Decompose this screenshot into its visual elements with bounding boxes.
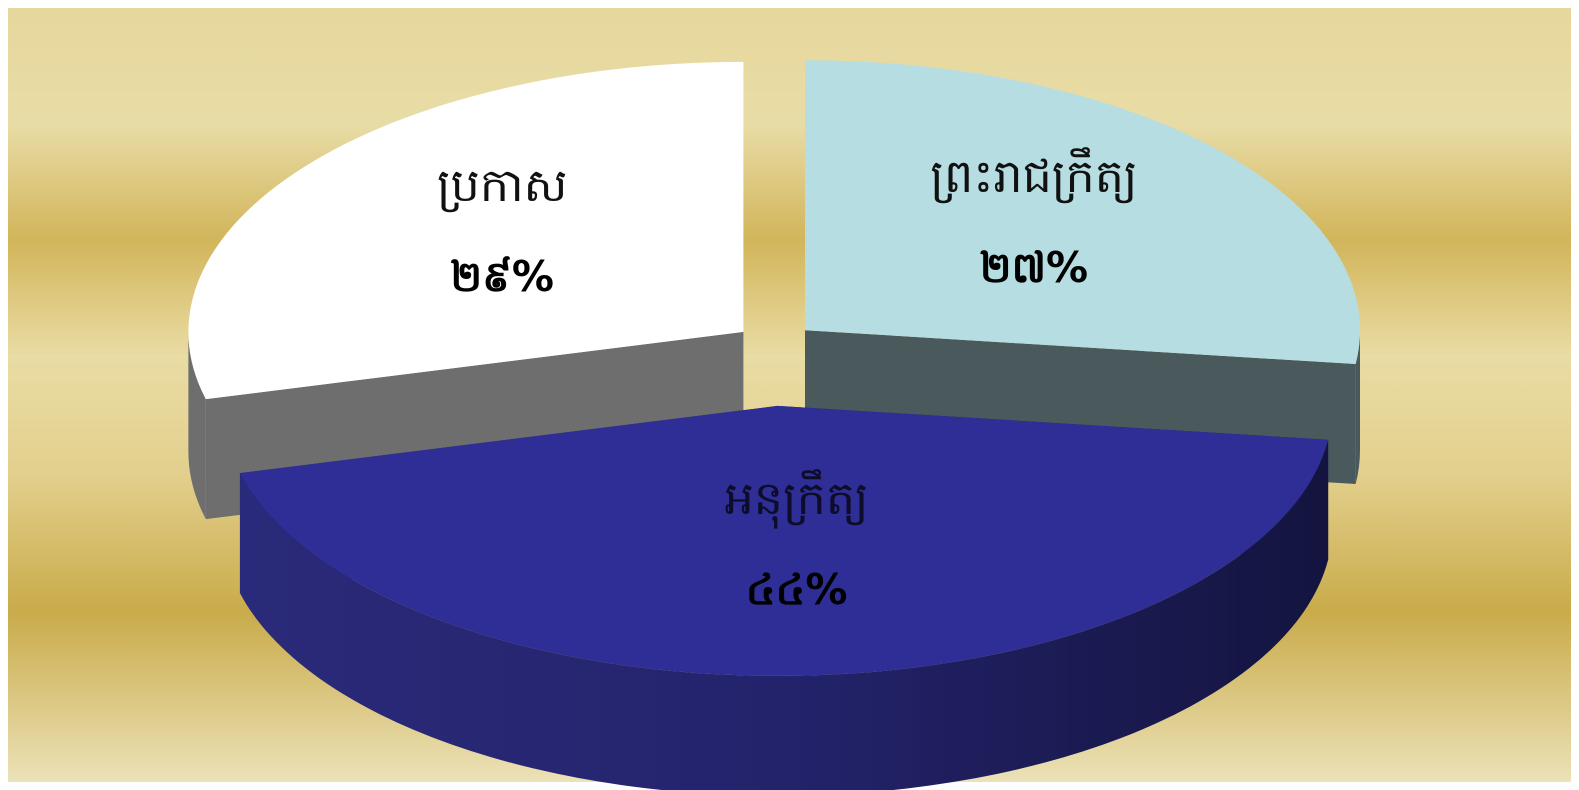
pie-slice-top-2 bbox=[239, 405, 1329, 676]
slice-category-label: អនុក្រឹត្យ bbox=[725, 469, 869, 529]
slice-value-label: ២៧% bbox=[980, 243, 1088, 292]
slice-value-label: ៤៤% bbox=[746, 565, 848, 614]
pie-slice-2 bbox=[239, 405, 1329, 790]
slice-category-label: ប្រកាស bbox=[437, 158, 568, 213]
pie-labels: ព្រះរាជក្រឹត្យ២៧% អនុក្រឹត្យ៤៤% ប្រកាស២៩% bbox=[437, 147, 1138, 614]
pie-slices bbox=[188, 60, 1361, 790]
pie-slice-top-3 bbox=[188, 61, 744, 400]
slice-category-label: ព្រះរាជក្រឹត្យ bbox=[930, 147, 1137, 204]
slice-value-label: ២៩% bbox=[450, 252, 554, 301]
pie-slice-rim-1 bbox=[1355, 330, 1361, 485]
pie-slice-top-1 bbox=[805, 60, 1361, 365]
pie-slice-rim-2 bbox=[239, 439, 1329, 790]
pie-slice-rim-3 bbox=[188, 331, 206, 520]
